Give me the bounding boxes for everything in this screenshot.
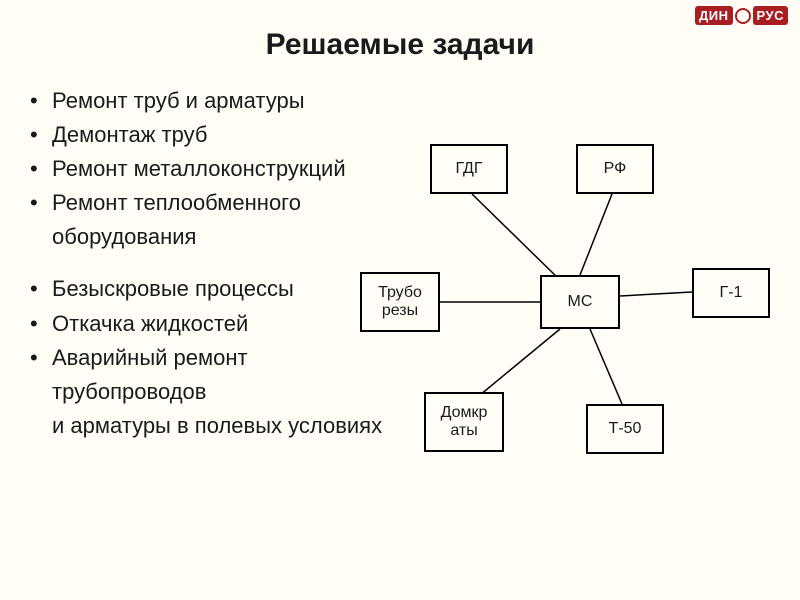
bullet-list: •Ремонт труб и арматуры•Демонтаж труб•Ре…	[30, 84, 770, 443]
bullet-dot: •	[30, 118, 52, 152]
brand-logo: ДИН РУС	[695, 6, 788, 25]
bullet-item: •Безыскровые процессы	[30, 272, 770, 306]
page-title: Решаемые задачи	[0, 28, 800, 62]
bullet-text: Демонтаж труб	[52, 118, 207, 152]
bullet-dot: •	[30, 152, 52, 186]
bullet-text: и арматуры в полевых условиях	[52, 409, 382, 443]
bullet-item: •Аварийный ремонт	[30, 341, 770, 375]
logo-right: РУС	[753, 6, 788, 25]
bullet-dot: •	[30, 84, 52, 118]
logo-left: ДИН	[695, 6, 733, 25]
bullet-dot: •	[30, 307, 52, 341]
bullet-item: •Ремонт металлоконструкций	[30, 152, 770, 186]
bullet-dot: •	[30, 272, 52, 306]
gear-icon	[735, 8, 751, 24]
bullet-text: Откачка жидкостей	[52, 307, 248, 341]
bullet-item: •и арматуры в полевых условиях	[30, 409, 770, 443]
bullet-text: Безыскровые процессы	[52, 272, 294, 306]
bullet-item: •Ремонт труб и арматуры	[30, 84, 770, 118]
bullet-item: •Ремонт теплообменного	[30, 186, 770, 220]
bullet-item: •Демонтаж труб	[30, 118, 770, 152]
bullet-item: •Откачка жидкостей	[30, 307, 770, 341]
bullet-dot: •	[30, 341, 52, 375]
bullet-item: •трубопроводов	[30, 375, 770, 409]
bullet-dot: •	[30, 186, 52, 220]
bullet-text: Ремонт металлоконструкций	[52, 152, 346, 186]
bullet-item: •оборудования	[30, 220, 770, 254]
bullet-text: Ремонт теплообменного	[52, 186, 301, 220]
bullet-text: Аварийный ремонт	[52, 341, 248, 375]
bullet-text: Ремонт труб и арматуры	[52, 84, 305, 118]
bullet-text: оборудования	[52, 220, 196, 254]
bullet-text: трубопроводов	[52, 375, 206, 409]
